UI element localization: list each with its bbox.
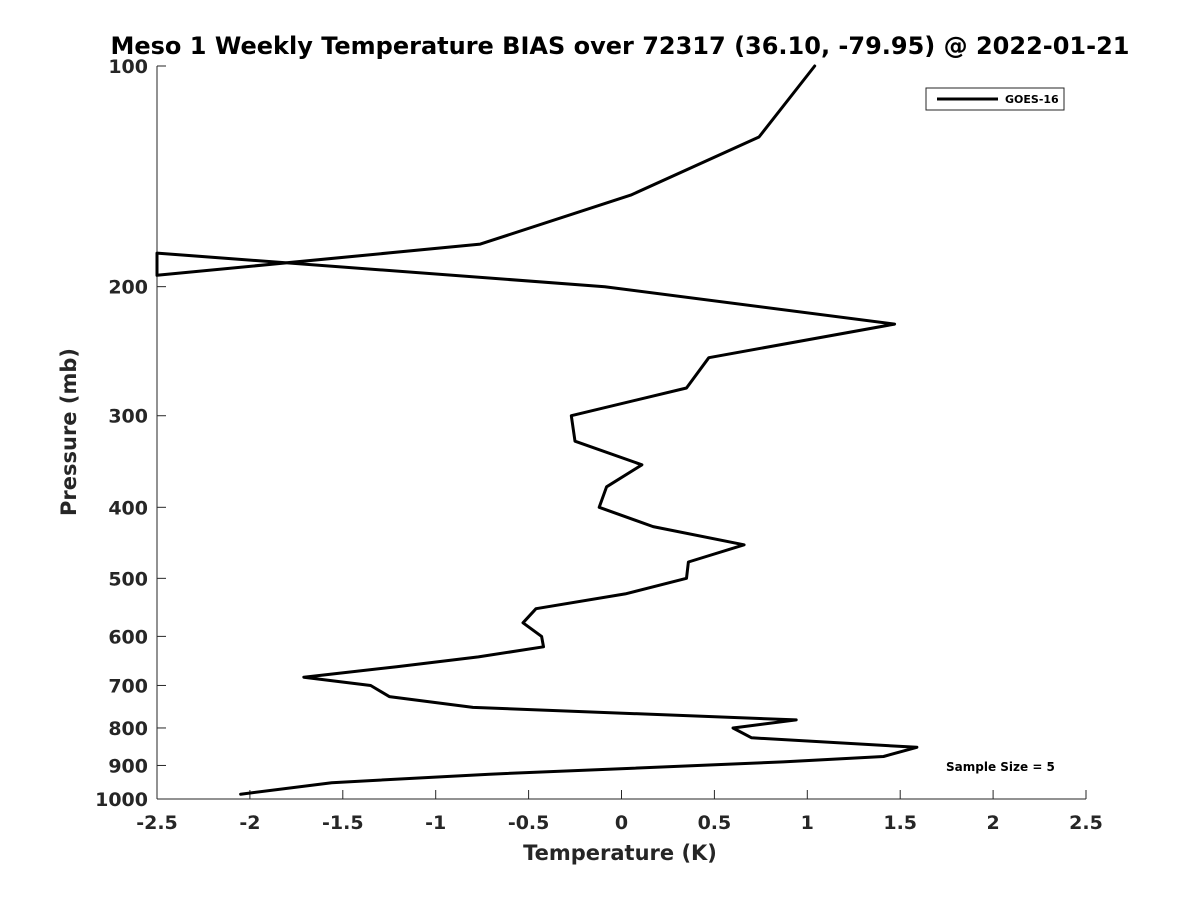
x-tick-label: -0.5: [508, 812, 550, 834]
x-axis-ticks: -2.5 -2 -1.5 -1 -0.5 0 0.5 1 1.5 2 2.5: [136, 790, 1103, 834]
x-tick-label: 1.5: [883, 812, 917, 834]
x-tick-label: 0.5: [698, 812, 732, 834]
legend-label-goes-16: GOES-16: [1005, 93, 1059, 106]
y-tick-label: 100: [108, 56, 148, 78]
y-tick-label: 900: [108, 755, 148, 777]
legend: GOES-16: [925, 87, 1065, 111]
series-line-goes-16: [155, 64, 919, 796]
y-tick-label: 700: [108, 675, 148, 697]
y-axis-ticks: 100 200 300 400 500 600 700 800 900 1000: [95, 56, 166, 811]
series-layer: [155, 64, 919, 796]
y-tick-label: 300: [108, 406, 148, 428]
sample-size-annotation: Sample Size = 5: [946, 760, 1055, 774]
x-tick-label: -2.5: [136, 812, 178, 834]
x-tick-label: -2: [239, 812, 260, 834]
x-tick-label: 0: [615, 812, 628, 834]
x-tick-label: 1: [801, 812, 814, 834]
chart-title: Meso 1 Weekly Temperature BIAS over 7231…: [110, 32, 1129, 60]
y-tick-label: 400: [108, 497, 148, 519]
y-tick-label: 200: [108, 277, 148, 299]
x-tick-label: 2.5: [1069, 812, 1103, 834]
x-tick-label: -1: [425, 812, 446, 834]
y-axis-label: Pressure (mb): [57, 348, 81, 516]
x-tick-label: 2: [986, 812, 999, 834]
y-tick-label: 800: [108, 718, 148, 740]
y-tick-label: 600: [108, 626, 148, 648]
y-tick-label: 500: [108, 568, 148, 590]
y-tick-label: 1000: [95, 789, 148, 811]
x-axis-label: Temperature (K): [523, 841, 717, 865]
x-tick-label: -1.5: [322, 812, 364, 834]
